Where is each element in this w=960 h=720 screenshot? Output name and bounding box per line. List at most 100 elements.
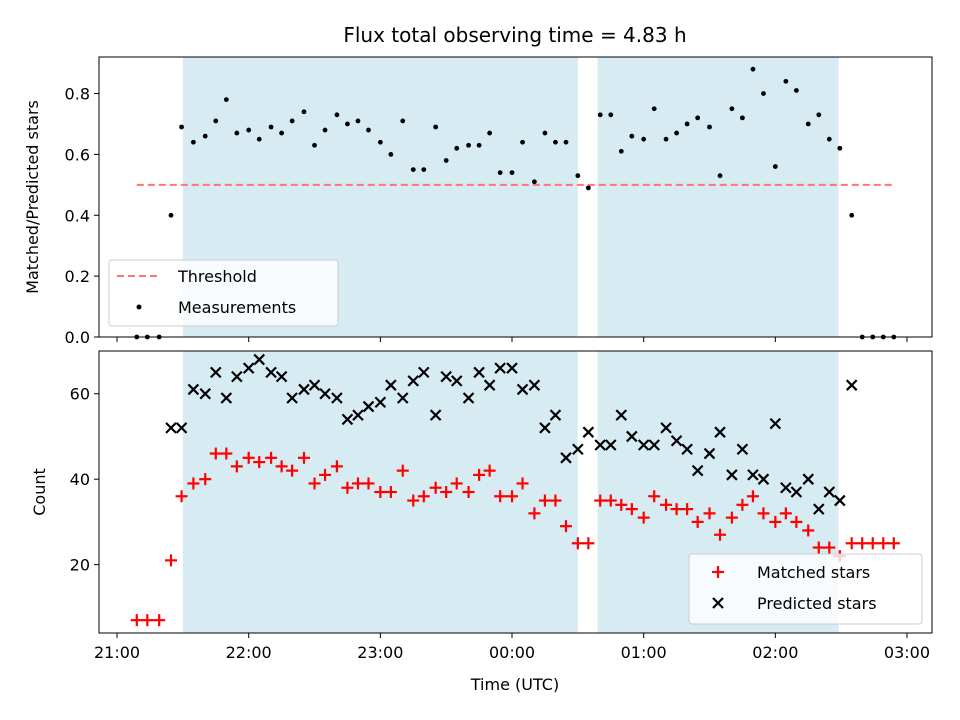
predicted-star-point xyxy=(582,426,595,438)
legend-matched-label: Matched stars xyxy=(757,563,870,582)
matched-star-point xyxy=(407,494,420,507)
measurement-point xyxy=(334,112,340,118)
matched-star-point xyxy=(625,503,638,516)
predicted-star-point xyxy=(275,370,288,383)
bottom-y-ticks: 20 40 60 xyxy=(70,385,99,575)
measurement-point xyxy=(826,136,832,142)
y-tick-label: 0.0 xyxy=(65,328,90,347)
measurement-point xyxy=(190,139,196,145)
measurement-point xyxy=(783,78,789,84)
predicted-star-point xyxy=(572,443,584,456)
chart-title: Flux total observing time = 4.83 h xyxy=(343,23,686,47)
matched-star-point xyxy=(757,507,770,520)
measurement-point xyxy=(597,112,603,118)
predicted-star-point xyxy=(220,392,233,404)
matched-star-point xyxy=(374,486,387,498)
measurement-point xyxy=(410,167,416,173)
predicted-star-point xyxy=(560,452,572,464)
matched-star-point xyxy=(538,494,551,507)
matched-star-point xyxy=(319,468,332,481)
matched-star-point xyxy=(187,477,200,490)
matched-star-point xyxy=(660,498,673,511)
predicted-star-point xyxy=(418,366,430,379)
measurement-point xyxy=(805,121,811,127)
matched-star-point xyxy=(242,451,255,464)
predicted-star-point xyxy=(450,375,463,387)
matched-star-point xyxy=(330,460,343,473)
predicted-star-point xyxy=(462,392,475,404)
y-tick-label: 0.8 xyxy=(65,85,90,104)
measurement-point xyxy=(608,112,614,118)
matched-star-point xyxy=(351,477,364,490)
matched-star-point xyxy=(275,460,288,473)
measurement-point xyxy=(740,115,745,121)
ratio-panel: 0.00.20.40.60.8 Matched/Predicted stars … xyxy=(23,56,933,347)
matched-star-point xyxy=(440,486,453,498)
predicted-star-point xyxy=(528,379,541,391)
measurement-point xyxy=(234,130,240,136)
predicted-star-point xyxy=(726,469,738,481)
predicted-star-point xyxy=(594,439,606,451)
matched-star-point xyxy=(845,537,858,550)
matched-star-point xyxy=(594,494,607,507)
measurement-point xyxy=(837,145,843,151)
matched-star-point xyxy=(362,477,375,490)
matched-star-point xyxy=(494,490,507,503)
predicted-star-point xyxy=(681,443,693,456)
matched-star-point xyxy=(856,537,869,550)
predicted-star-point xyxy=(714,426,726,438)
x-tick-label: 00:00 xyxy=(489,643,535,662)
predicted-star-point xyxy=(331,392,343,404)
predicted-star-point xyxy=(834,494,846,507)
measurement-point xyxy=(575,173,581,179)
matched-star-point xyxy=(516,477,529,490)
legend-measurements-swatch xyxy=(136,304,142,310)
measurement-point xyxy=(421,167,427,173)
predicted-star-point xyxy=(362,400,375,413)
measurement-point xyxy=(256,136,262,142)
x-tick-label: 03:00 xyxy=(884,643,930,662)
measurement-point xyxy=(717,173,723,179)
matched-star-point xyxy=(790,515,803,528)
predicted-star-point xyxy=(703,447,716,460)
measurement-point xyxy=(707,124,712,130)
measurement-point xyxy=(531,179,537,185)
predicted-star-point xyxy=(516,383,529,396)
matched-star-point xyxy=(462,486,475,498)
matched-star-point xyxy=(769,515,782,528)
matched-star-point xyxy=(681,503,694,516)
predicted-star-point xyxy=(210,366,222,379)
predicted-star-point xyxy=(385,379,397,391)
matched-star-point xyxy=(141,614,154,627)
matched-star-point xyxy=(582,537,595,550)
x-tick-label: 22:00 xyxy=(226,643,272,662)
matched-star-point xyxy=(220,447,233,460)
measurement-point xyxy=(377,139,383,145)
predicted-star-point xyxy=(242,362,255,374)
x-tick-label: 02:00 xyxy=(752,643,798,662)
measurement-point xyxy=(585,185,591,191)
predicted-star-point xyxy=(769,417,782,430)
matched-star-point xyxy=(779,507,792,520)
measurement-point xyxy=(618,148,624,154)
measurement-point xyxy=(542,130,548,136)
measurement-point xyxy=(641,136,647,142)
bottom-axes-frame xyxy=(98,350,933,634)
predicted-star-point xyxy=(604,439,617,451)
predicted-star-point xyxy=(308,379,321,391)
measurement-point xyxy=(509,170,515,176)
measurement-point xyxy=(761,91,766,96)
predicted-star-point xyxy=(341,413,354,426)
measurement-point xyxy=(772,164,778,169)
matched-star-point xyxy=(130,614,143,627)
predicted-star-point xyxy=(473,366,485,379)
predicted-star-point xyxy=(175,422,188,434)
shaded-region xyxy=(597,57,839,337)
predicted-star-point xyxy=(812,503,825,515)
bottom-x-ticks: 21:00 22:00 23:00 00:00 01:00 02:00 03:00 xyxy=(94,633,930,662)
predicted-star-point xyxy=(319,387,331,400)
measurement-point xyxy=(433,124,439,130)
matched-star-point xyxy=(483,464,496,477)
measurement-point xyxy=(454,145,460,151)
legend-measurements-label: Measurements xyxy=(178,298,296,317)
